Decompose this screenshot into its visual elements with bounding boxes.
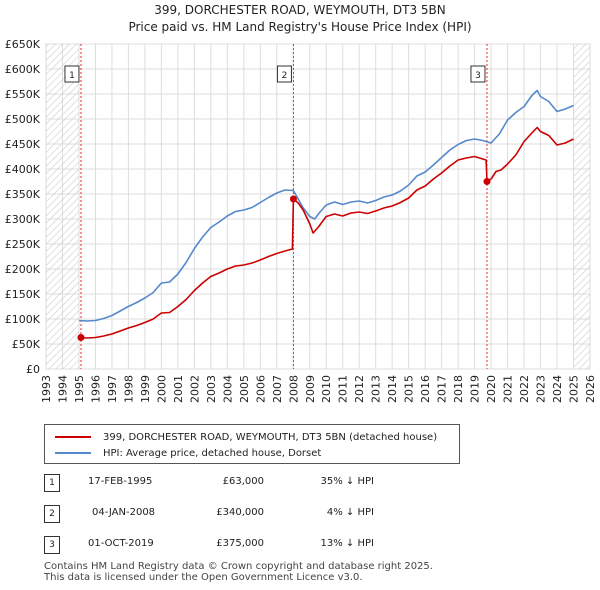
y-tick-label: £200K: [5, 263, 41, 276]
x-tick-label: 1995: [73, 375, 86, 403]
transaction-hpi: 4% ↓ HPI: [326, 507, 374, 518]
x-tick-label: 2011: [337, 375, 350, 403]
chart-subtitle: Price paid vs. HM Land Registry's House …: [128, 20, 471, 34]
x-tick-label: 2008: [287, 375, 300, 403]
transaction-price: £63,000: [222, 476, 264, 487]
sale-label-number: 2: [282, 71, 288, 81]
transaction-row: 2 04-JAN-2008 £340,000 4% ↓ HPI: [44, 505, 464, 525]
x-tick-label: 2023: [535, 375, 548, 403]
sale-point: [77, 334, 85, 341]
x-tick-label: 2018: [452, 375, 465, 403]
transaction-row: 1 17-FEB-1995 £63,000 35% ↓ HPI: [44, 474, 464, 494]
y-tick-label: £100K: [5, 313, 41, 326]
x-tick-label: 2016: [419, 375, 432, 403]
sale-point: [289, 195, 297, 203]
y-tick-label: £150K: [5, 288, 41, 301]
x-tick-label: 2004: [221, 375, 234, 403]
chart-legend: 399, DORCHESTER ROAD, WEYMOUTH, DT3 5BN …: [44, 424, 460, 464]
legend-item-hpi: HPI: Average price, detached house, Dors…: [55, 446, 321, 460]
legend-item-property: 399, DORCHESTER ROAD, WEYMOUTH, DT3 5BN …: [55, 430, 437, 444]
x-tick-label: 1993: [40, 375, 53, 403]
x-tick-label: 2020: [485, 375, 498, 403]
legend-label-property: 399, DORCHESTER ROAD, WEYMOUTH, DT3 5BN …: [103, 431, 438, 443]
y-tick-label: £400K: [5, 163, 41, 176]
x-tick-label: 2001: [172, 375, 185, 403]
x-tick-label: 2006: [254, 375, 267, 403]
sale-point: [483, 178, 491, 185]
transaction-number: 2: [44, 505, 60, 523]
transaction-hpi: 13% ↓ HPI: [320, 538, 374, 549]
transaction-date: 01-OCT-2019: [88, 538, 154, 549]
x-tick-label: 2012: [353, 375, 366, 403]
x-tick-label: 2019: [469, 375, 482, 403]
sale-label-number: 3: [475, 71, 481, 81]
x-tick-label: 1999: [139, 375, 152, 403]
sale-label-box: [64, 65, 80, 83]
hatched-region: [46, 44, 79, 369]
x-tick-label: 2010: [320, 375, 333, 403]
footer-line-2: This data is licensed under the Open Gov…: [44, 572, 363, 583]
x-tick-label: 2002: [188, 375, 201, 403]
sale-label-box: [276, 65, 292, 83]
x-tick-label: 2003: [205, 375, 218, 403]
y-tick-label: £650K: [5, 38, 41, 51]
transaction-date: 04-JAN-2008: [92, 507, 156, 518]
x-tick-label: 2021: [502, 375, 515, 403]
x-tick-label: 2013: [370, 375, 383, 403]
x-tick-label: 2025: [568, 375, 581, 403]
x-tick-label: 2009: [304, 375, 317, 403]
transaction-date: 17-FEB-1995: [88, 476, 153, 487]
transaction-hpi: 35% ↓ HPI: [320, 476, 374, 487]
transaction-row: 3 01-OCT-2019 £375,000 13% ↓ HPI: [44, 536, 464, 556]
x-tick-label: 1994: [56, 375, 69, 403]
series-line-property: [80, 126, 574, 339]
x-tick-label: 2024: [551, 375, 564, 403]
x-tick-label: 2005: [238, 375, 251, 403]
y-tick-label: £250K: [5, 238, 41, 251]
y-tick-label: £50K: [12, 338, 41, 351]
y-tick-label: £600K: [5, 63, 41, 76]
transaction-price: £340,000: [216, 507, 264, 518]
series-line-hpi: [78, 89, 574, 322]
transaction-number: 3: [44, 536, 60, 554]
x-tick-label: 2026: [584, 375, 597, 403]
y-tick-label: £500K: [5, 113, 41, 126]
sale-label-box: [470, 65, 486, 83]
y-tick-label: £350K: [5, 188, 41, 201]
plot-area: [45, 43, 591, 370]
x-tick-label: 2017: [436, 375, 449, 403]
hatched-region: [573, 44, 590, 369]
y-tick-label: £0: [26, 363, 40, 376]
x-tick-label: 1997: [106, 375, 119, 403]
legend-swatch-property: [55, 436, 91, 438]
legend-label-hpi: HPI: Average price, detached house, Dors…: [103, 447, 322, 459]
price-chart: 399, DORCHESTER ROAD, WEYMOUTH, DT3 5BN …: [5, 3, 597, 403]
footer-attribution: Contains HM Land Registry data © Crown c…: [44, 561, 433, 583]
x-tick-label: 2000: [155, 375, 168, 403]
transaction-price: £375,000: [216, 538, 264, 549]
sale-label-number: 1: [69, 71, 75, 81]
x-tick-label: 2007: [271, 375, 284, 403]
x-tick-label: 1998: [122, 375, 135, 403]
y-tick-label: £450K: [5, 138, 41, 151]
x-tick-label: 2015: [403, 375, 416, 403]
legend-swatch-hpi: [55, 452, 91, 454]
x-tick-label: 2014: [386, 375, 399, 403]
x-tick-label: 1996: [89, 375, 102, 403]
transaction-number: 1: [44, 474, 60, 492]
chart-title: 399, DORCHESTER ROAD, WEYMOUTH, DT3 5BN: [154, 3, 445, 17]
x-tick-label: 2022: [518, 375, 531, 403]
y-tick-label: £300K: [5, 213, 41, 226]
y-tick-label: £550K: [5, 88, 41, 101]
footer-line-1: Contains HM Land Registry data © Crown c…: [44, 561, 433, 572]
